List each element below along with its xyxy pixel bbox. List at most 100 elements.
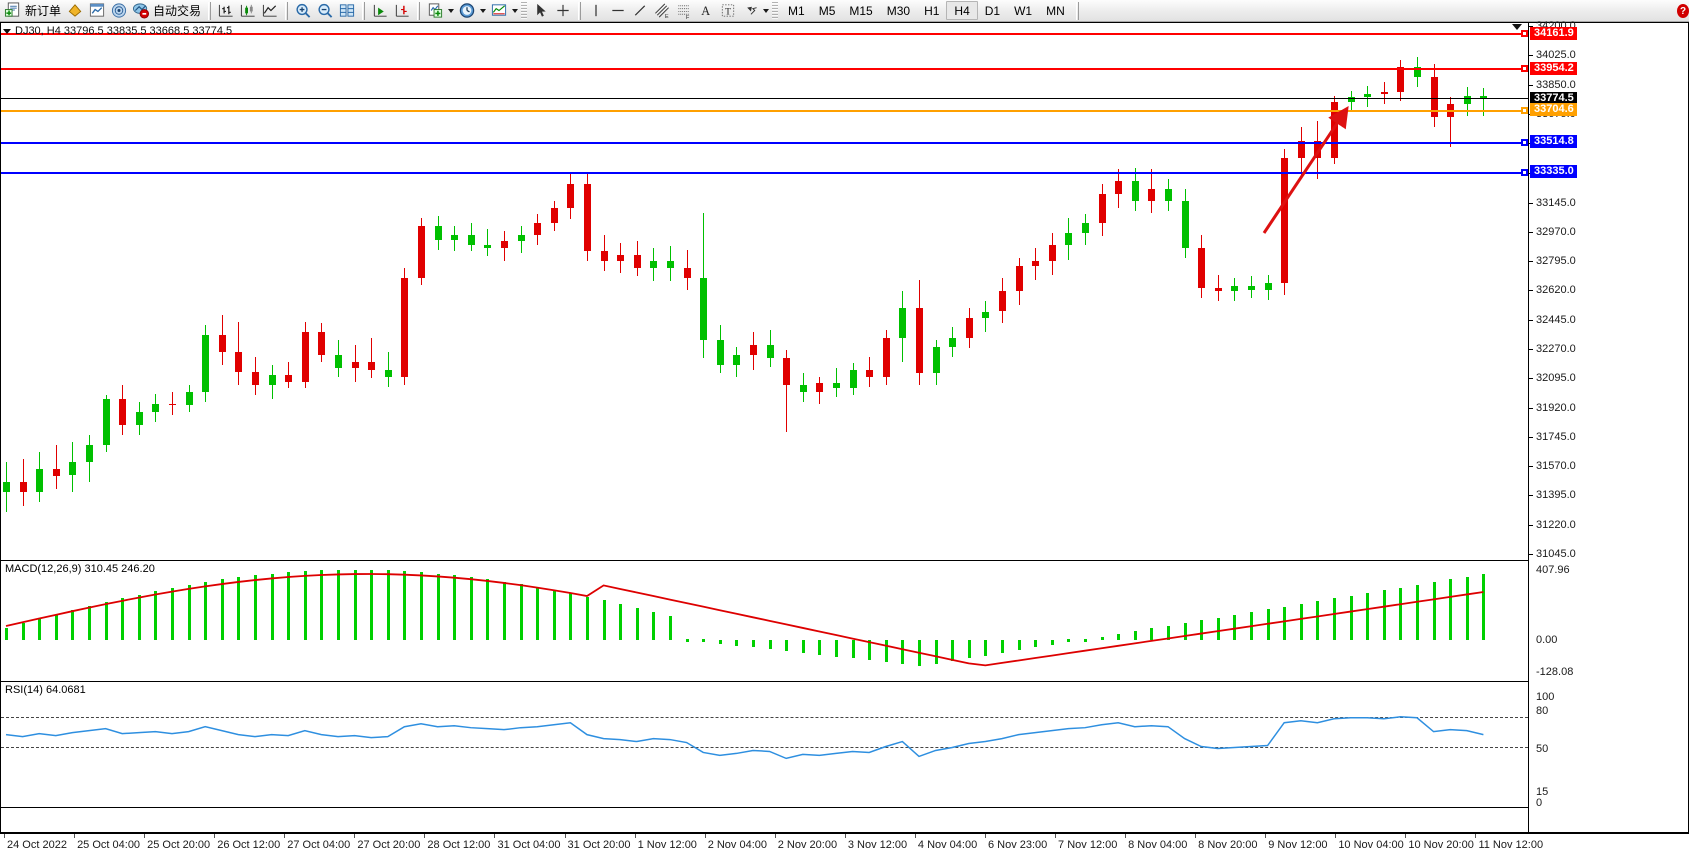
candle-body <box>1098 194 1106 223</box>
chevron-down-icon[interactable] <box>763 8 770 13</box>
fibonacci-retracement-button[interactable]: F <box>673 1 695 21</box>
trendline-button[interactable] <box>629 1 651 21</box>
zoom-out-button[interactable] <box>314 1 336 21</box>
candlestick-chart-button[interactable] <box>237 1 259 21</box>
candle <box>982 23 990 560</box>
indicators-button[interactable] <box>424 1 456 21</box>
tick-mark <box>1529 466 1533 468</box>
chevron-down-icon[interactable] <box>480 8 487 13</box>
templates-button[interactable] <box>488 1 520 21</box>
level-line-handle[interactable] <box>1521 168 1528 176</box>
macd-histogram-bar <box>702 639 706 642</box>
toolbar-grip[interactable] <box>772 1 779 20</box>
toolbar-grip[interactable] <box>521 1 528 20</box>
macd-histogram-bar <box>370 569 374 640</box>
text-label-button[interactable]: T <box>717 1 739 21</box>
vertical-line-button[interactable] <box>585 1 607 21</box>
timeframe-w1-button[interactable]: W1 <box>1014 3 1033 18</box>
candle <box>633 23 641 560</box>
data-window-button[interactable] <box>86 1 108 21</box>
level-line-bar <box>1 33 1528 36</box>
price-level-badge-34161[interactable]: 34161.9 <box>1530 26 1577 40</box>
zoom-in-button[interactable] <box>292 1 314 21</box>
expert-advisors-button[interactable] <box>64 1 86 21</box>
chart-area[interactable]: DJ30, H4 33796.5 33835.5 33668.5 33774.5… <box>0 20 1689 833</box>
price-pane[interactable] <box>1 23 1528 561</box>
macd-histogram-bar <box>337 569 340 640</box>
timeframe-m1-button[interactable]: M1 <box>788 3 805 18</box>
horizontal-line-button[interactable] <box>607 1 629 21</box>
timeframe-m5-button[interactable]: M5 <box>818 3 836 18</box>
text-button[interactable]: A <box>695 1 717 21</box>
time-axis-tick <box>844 834 846 838</box>
signals-button[interactable] <box>108 1 130 21</box>
arrows-button[interactable] <box>739 1 771 21</box>
auto-scroll-button[interactable] <box>369 1 391 21</box>
price-level-badge-33335[interactable]: 33335.0 <box>1530 165 1577 179</box>
chart-shift-button[interactable] <box>391 1 413 21</box>
chevron-down-icon[interactable] <box>512 8 519 13</box>
candle-body <box>434 226 442 240</box>
price-level-badge-33704[interactable]: 33704.6 <box>1530 103 1577 117</box>
macd-histogram-bar <box>884 640 888 663</box>
timeframe-m30-button[interactable]: M30 <box>886 3 911 18</box>
time-axis-label: 3 Nov 12:00 <box>847 839 908 851</box>
timeframe-m15-button[interactable]: M15 <box>849 3 873 18</box>
cursor-tool-button[interactable] <box>530 1 552 21</box>
timeframe-h4-button[interactable]: H4 <box>946 1 978 20</box>
price-level-badge-33514[interactable]: 33514.8 <box>1530 135 1577 149</box>
level-line-bar <box>1 98 1528 100</box>
rsi-pane[interactable]: RSI(14) 64.0681 <box>1 683 1528 808</box>
time-axis-label: 28 Oct 12:00 <box>427 839 491 851</box>
macd-histogram-bar <box>88 606 91 640</box>
chevron-down-icon[interactable] <box>3 28 11 34</box>
candle-body <box>999 291 1006 312</box>
autotrading-button[interactable]: 自动交易 <box>130 1 204 21</box>
tick-mark <box>1529 436 1533 438</box>
candle-body <box>866 370 874 377</box>
candle <box>351 23 359 560</box>
macd-histogram-bar <box>320 570 324 640</box>
macd-histogram-bar <box>768 640 772 650</box>
price-scale[interactable]: 34200.034025.033850.033675.033500.033320… <box>1528 20 1688 832</box>
equidistant-channel-button[interactable]: E <box>651 1 673 21</box>
level-line-handle[interactable] <box>1521 138 1528 146</box>
periods-button[interactable] <box>456 1 488 21</box>
level-line-handle[interactable] <box>1521 65 1528 73</box>
candle-body <box>3 482 10 493</box>
chevron-down-icon[interactable] <box>448 8 455 13</box>
chart-grid-button[interactable] <box>336 1 358 21</box>
macd-pane[interactable]: MACD(12,26,9) 310.45 246.20 <box>1 562 1528 682</box>
candle-body <box>368 361 376 371</box>
timeframe-h1-button[interactable]: H1 <box>924 3 940 18</box>
toolbar-separator <box>417 1 421 20</box>
current-price-badge[interactable]: 33774.5 <box>1530 91 1577 105</box>
time-scale[interactable]: 24 Oct 2022 25 Oct 04:00 25 Oct 20:00 26 Oc… <box>0 833 1689 861</box>
candle-body <box>335 355 342 369</box>
new-order-button[interactable]: 新订单 <box>2 1 64 21</box>
time-axis-label: 27 Oct 20:00 <box>357 839 421 851</box>
macd-histogram-bar <box>602 600 606 640</box>
timeframe-d1-button[interactable]: D1 <box>984 3 1001 18</box>
macd-histogram-bar <box>1416 584 1419 640</box>
price-level-badge-33954[interactable]: 33954.2 <box>1530 61 1577 75</box>
candle-body <box>69 462 77 476</box>
tick-mark <box>1529 231 1533 233</box>
candle-body <box>949 338 957 347</box>
time-axis-tick <box>1405 834 1407 838</box>
candle-body <box>882 338 890 377</box>
help-button[interactable]: ? <box>1677 0 1689 22</box>
tick-mark <box>1529 554 1533 555</box>
level-line-handle[interactable] <box>1521 106 1528 114</box>
chart-plot-region[interactable]: DJ30, H4 33796.5 33835.5 33668.5 33774.5… <box>1 23 1528 832</box>
bar-chart-button[interactable] <box>215 1 237 21</box>
line-chart-button[interactable] <box>259 1 281 21</box>
level-line-handle[interactable] <box>1521 30 1528 38</box>
time-axis-label: 8 Nov 04:00 <box>1128 839 1188 851</box>
macd-histogram-bar <box>1316 601 1320 640</box>
chart-menu-caret-icon[interactable] <box>1512 24 1522 30</box>
crosshair-tool-button[interactable] <box>552 1 574 21</box>
candle-body <box>567 184 575 208</box>
timeframe-mn-button[interactable]: MN <box>1046 3 1065 18</box>
time-axis-label: 11 Nov 12:00 <box>1478 839 1544 851</box>
